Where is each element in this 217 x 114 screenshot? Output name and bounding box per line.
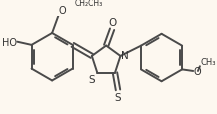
Text: CH₂CH₃: CH₂CH₃ — [74, 0, 102, 8]
Text: O: O — [194, 66, 201, 76]
Text: CH₃: CH₃ — [200, 57, 216, 66]
Text: S: S — [89, 74, 95, 84]
Text: O: O — [109, 18, 117, 28]
Text: HO: HO — [2, 37, 16, 47]
Text: S: S — [115, 92, 121, 102]
Text: O: O — [59, 6, 66, 16]
Text: N: N — [121, 51, 129, 61]
